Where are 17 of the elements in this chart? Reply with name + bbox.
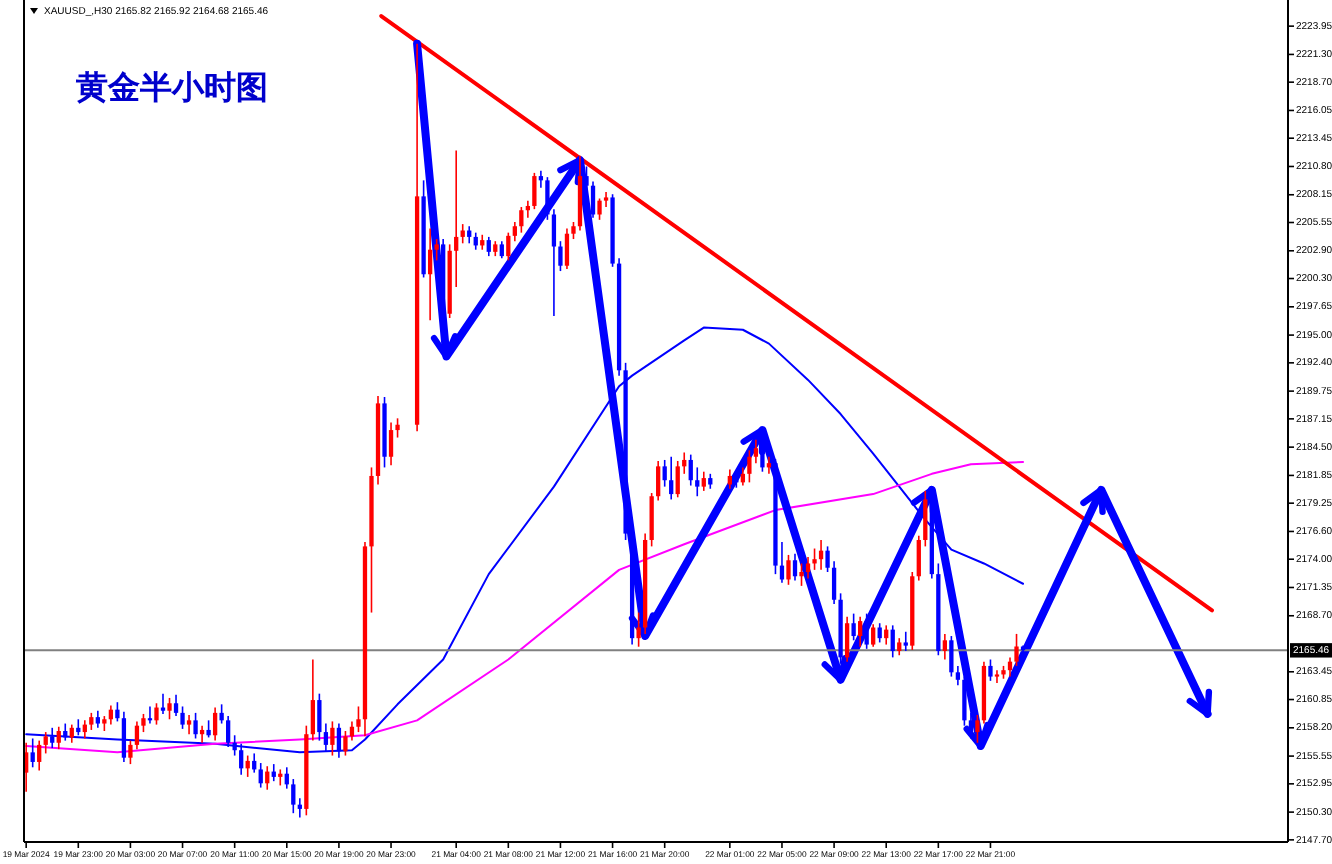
candlestick <box>388 421 394 467</box>
text: 黄金半小时图 <box>74 68 268 106</box>
candlestick <box>212 706 218 742</box>
candlestick <box>154 702 159 726</box>
candlestick <box>186 714 192 736</box>
candlestick <box>134 720 140 750</box>
candlestick <box>226 715 231 748</box>
candlestick <box>43 731 48 755</box>
candlestick <box>173 693 179 717</box>
candlestick <box>50 727 55 749</box>
candlestick <box>258 762 263 789</box>
candlestick <box>310 658 315 742</box>
candlestick <box>56 725 61 750</box>
candlestick <box>37 739 42 772</box>
candlestick <box>330 720 335 757</box>
candlestick <box>193 712 198 740</box>
candlestick <box>167 697 172 721</box>
